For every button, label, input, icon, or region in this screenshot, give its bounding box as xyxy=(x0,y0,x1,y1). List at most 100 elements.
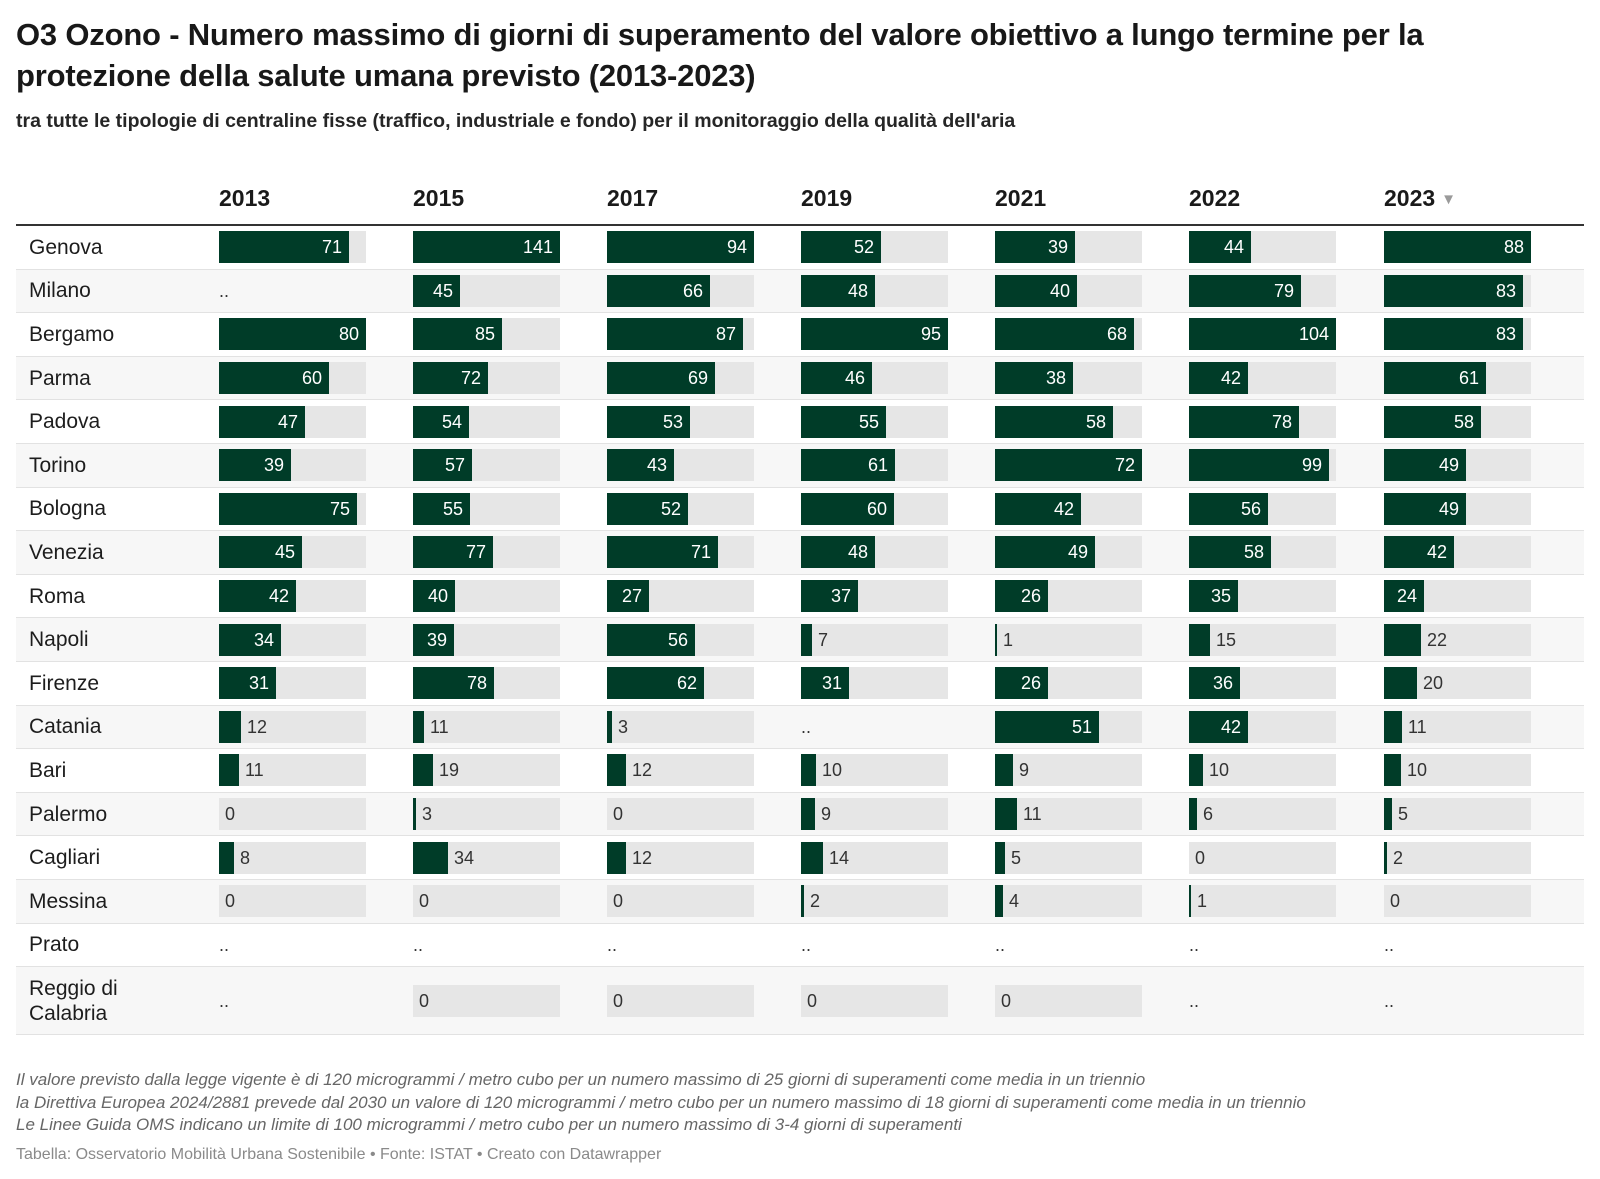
value-label: 49 xyxy=(1067,542,1088,563)
value-label: 83 xyxy=(1495,280,1516,301)
value-cell: 53 xyxy=(607,400,757,443)
value-label: 5 xyxy=(1011,847,1022,868)
value-label: 22 xyxy=(1427,629,1448,650)
bar-track xyxy=(219,710,366,743)
value-label: 26 xyxy=(1020,586,1041,607)
value-bar xyxy=(995,580,1048,613)
bar-track xyxy=(219,449,366,482)
value-bar xyxy=(219,667,276,700)
value-label: 0 xyxy=(419,891,430,912)
value-cell: 55 xyxy=(413,488,563,531)
value-cell: 55 xyxy=(801,400,951,443)
bar-track xyxy=(995,492,1142,525)
bar-track xyxy=(1384,580,1531,613)
value-bar xyxy=(219,231,349,264)
value-label: 53 xyxy=(662,411,683,432)
value-cell: .. xyxy=(219,924,369,967)
value-bar xyxy=(995,274,1077,307)
value-label: 2 xyxy=(1393,847,1404,868)
city-label: Torino xyxy=(29,453,87,477)
value-label: 85 xyxy=(474,324,495,345)
value-cell: 68 xyxy=(995,313,1145,356)
value-cell: 83 xyxy=(1384,313,1534,356)
bar-track xyxy=(607,710,754,743)
bar-track xyxy=(995,667,1142,700)
value-label: 80 xyxy=(338,324,359,345)
table-row: Parma 60 72 69 46 38 42 61 xyxy=(16,356,1584,401)
column-header-2019[interactable]: 2019 xyxy=(801,185,852,212)
bar-track xyxy=(1384,318,1531,351)
missing-value: .. xyxy=(995,934,1006,955)
bar-track xyxy=(1384,798,1531,831)
value-cell: 9 xyxy=(995,749,1145,792)
bar-track xyxy=(413,362,560,395)
bar-track xyxy=(801,449,948,482)
value-cell: 42 xyxy=(219,575,369,618)
value-label: 42 xyxy=(1220,716,1241,737)
value-cell: 37 xyxy=(801,575,951,618)
value-cell: 35 xyxy=(1189,575,1339,618)
bar-track xyxy=(607,536,754,569)
bar-track xyxy=(801,984,948,1017)
value-cell: 88 xyxy=(1384,226,1534,269)
value-cell: 43 xyxy=(607,444,757,487)
value-bar xyxy=(1384,405,1481,438)
value-cell: 0 xyxy=(607,793,757,836)
value-cell: 69 xyxy=(607,357,757,400)
column-header-2015[interactable]: 2015 xyxy=(413,185,464,212)
city-label: Genova xyxy=(29,235,103,259)
value-bar xyxy=(1384,536,1454,569)
bar-track xyxy=(219,318,366,351)
value-cell: 77 xyxy=(413,531,563,574)
value-cell: 141 xyxy=(413,226,563,269)
bar-track xyxy=(413,885,560,918)
value-cell: 5 xyxy=(995,836,1145,879)
column-header-2021[interactable]: 2021 xyxy=(995,185,1046,212)
value-bar xyxy=(995,362,1073,395)
value-label: 24 xyxy=(1396,586,1417,607)
bar-track xyxy=(413,623,560,656)
sort-descending-icon[interactable]: ▼ xyxy=(1441,191,1457,208)
value-bar xyxy=(219,492,357,525)
value-label: 12 xyxy=(632,760,653,781)
value-cell: 1 xyxy=(995,618,1145,661)
column-header-2017[interactable]: 2017 xyxy=(607,185,658,212)
value-label: 42 xyxy=(1426,542,1447,563)
value-bar xyxy=(607,841,626,874)
city-label: Bologna xyxy=(29,497,107,521)
value-cell: .. xyxy=(1189,924,1339,967)
value-label: 71 xyxy=(321,237,342,258)
bar-track xyxy=(219,798,366,831)
bar-track xyxy=(801,885,948,918)
column-header-2023[interactable]: 2023 ▼ xyxy=(1384,185,1456,212)
bar-track xyxy=(1384,667,1531,700)
value-cell: 47 xyxy=(219,400,369,443)
bar-track xyxy=(995,580,1142,613)
bar-track xyxy=(607,318,754,351)
column-header-2022[interactable]: 2022 xyxy=(1189,185,1240,212)
bar-track xyxy=(995,536,1142,569)
value-label: 0 xyxy=(1195,847,1206,868)
value-cell: 60 xyxy=(801,488,951,531)
bar-track xyxy=(1189,274,1336,307)
column-header-2013[interactable]: 2013 xyxy=(219,185,270,212)
bar-track xyxy=(607,984,754,1017)
value-cell: 0 xyxy=(607,880,757,923)
value-bar xyxy=(413,492,470,525)
value-bar xyxy=(1384,841,1387,874)
bar-track xyxy=(607,449,754,482)
bar-track xyxy=(1384,362,1531,395)
city-label: Catania xyxy=(29,715,102,739)
value-bar xyxy=(801,885,804,918)
column-header-label: 2013 xyxy=(219,185,271,211)
value-cell: 87 xyxy=(607,313,757,356)
table-row: Torino 39 57 43 61 72 99 49 xyxy=(16,443,1584,488)
bar-track xyxy=(1189,405,1336,438)
value-label: 15 xyxy=(1216,629,1237,650)
bar-track xyxy=(1189,754,1336,787)
bar-track xyxy=(1384,841,1531,874)
value-label: 39 xyxy=(263,455,284,476)
value-cell: 11 xyxy=(413,706,563,749)
value-label: 56 xyxy=(1240,498,1261,519)
value-cell: 12 xyxy=(607,836,757,879)
